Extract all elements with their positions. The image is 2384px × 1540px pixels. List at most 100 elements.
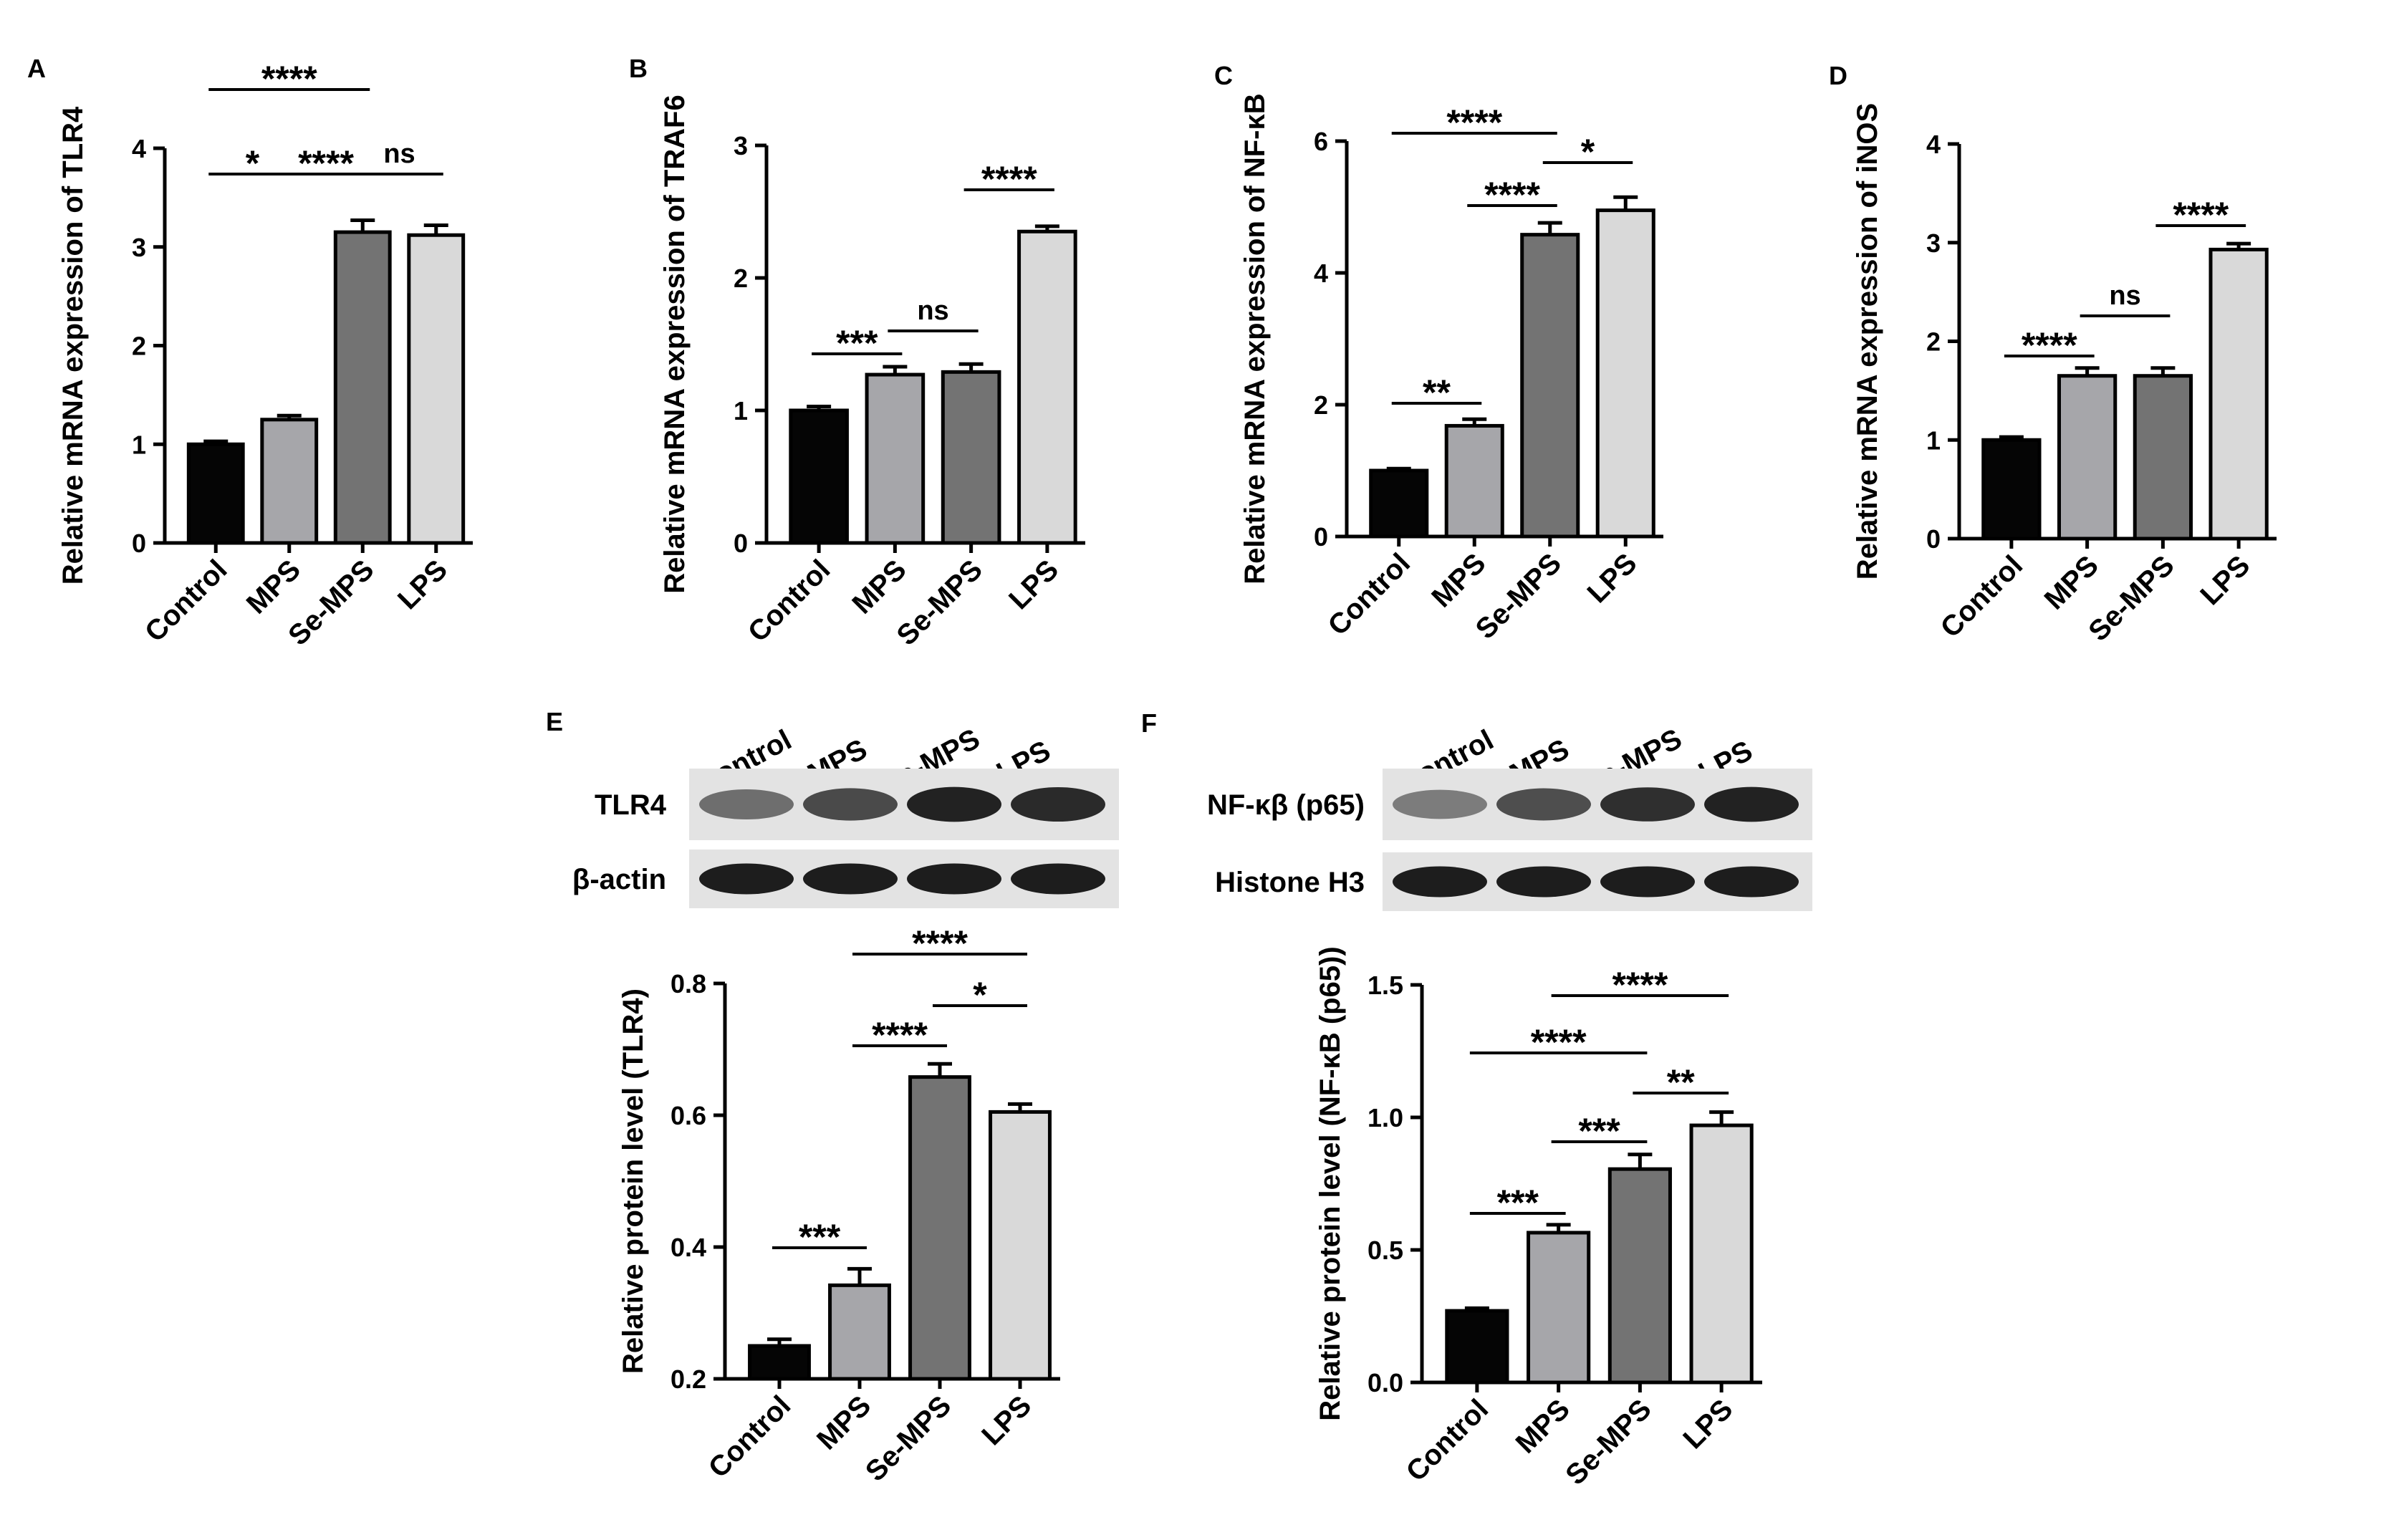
x-tick-label: Control (1400, 1393, 1495, 1488)
significance-label: **** (912, 923, 968, 963)
blot-row-label: NF-κβ (p65) (1207, 789, 1365, 821)
bar-control (1445, 1309, 1509, 1385)
x-tick-label: Control (1322, 547, 1416, 642)
x-tick-label: Control (1935, 549, 2029, 644)
y-axis-label: Relative mRNA expression of NF-κB (1239, 93, 1271, 584)
significance-label: *** (799, 1217, 841, 1257)
blot-band (1600, 787, 1695, 822)
significance-label: * (973, 975, 987, 1015)
bar-control (186, 442, 245, 545)
y-tick-label: 1 (132, 430, 146, 459)
bar-control (1981, 438, 2042, 541)
y-tick-label: 0 (1314, 522, 1328, 552)
x-tick-label: LPS (976, 1390, 1037, 1451)
significance-label: **** (298, 143, 354, 183)
bar-mps (865, 372, 926, 545)
blot-band (1011, 786, 1105, 822)
significance-label: ns (2109, 281, 2140, 311)
blot-band (1600, 866, 1695, 897)
y-axis-label: Relative mRNA expression of TLR4 (57, 106, 89, 584)
y-tick-label: 1.0 (1368, 1103, 1403, 1132)
y-axis-label: Relative protein level (TLR4) (617, 988, 649, 1374)
bar-se-mps (333, 230, 392, 545)
y-tick-label: 0.4 (670, 1233, 706, 1262)
blot-band (1704, 866, 1799, 897)
y-tick-label: 4 (1926, 130, 1941, 159)
y-tick-label: 1 (734, 396, 748, 425)
x-tick-label: MPS (241, 554, 307, 620)
significance-label: **** (981, 159, 1037, 199)
x-tick-label: LPS (1677, 1393, 1739, 1455)
bar-lps (2208, 247, 2269, 541)
significance-label: ** (1667, 1062, 1695, 1102)
bar-se-mps (2133, 374, 2193, 541)
blot-band (1496, 866, 1591, 897)
y-tick-label: 4 (132, 134, 146, 163)
bar-se-mps (908, 1075, 971, 1381)
blot-row-label: TLR4 (595, 789, 667, 821)
significance-label: **** (1484, 175, 1540, 215)
significance-label: **** (1531, 1022, 1587, 1062)
x-tick-label: MPS (1510, 1393, 1576, 1459)
bar-lps (1595, 208, 1655, 539)
x-tick-label: MPS (811, 1390, 877, 1455)
x-tick-label: LPS (1003, 554, 1064, 615)
y-tick-label: 0 (734, 529, 748, 558)
y-axis-label: Relative mRNA expression of TRAF6 (659, 95, 691, 593)
bar-control (789, 408, 849, 545)
y-tick-label: 1.5 (1368, 971, 1403, 1000)
y-tick-label: 0.6 (670, 1101, 706, 1130)
significance-label: **** (872, 1015, 928, 1055)
bar-lps (989, 1110, 1052, 1381)
panel-letter: F (1141, 708, 1157, 738)
x-tick-label: Control (742, 554, 837, 648)
y-tick-label: 0.8 (670, 969, 706, 998)
blot-band (699, 863, 794, 895)
x-tick-label: LPS (2194, 549, 2256, 611)
blot-band (907, 786, 1001, 822)
bar-mps (260, 418, 319, 545)
x-tick-label: LPS (1581, 547, 1643, 609)
panel-letter: C (1214, 61, 1233, 90)
bar-mps (1444, 423, 1504, 539)
bar-se-mps (941, 370, 1001, 545)
significance-label: *** (1578, 1111, 1620, 1151)
x-tick-label: Control (139, 554, 234, 648)
bar-lps (407, 233, 466, 545)
bar-se-mps (1520, 233, 1580, 539)
blot-band (699, 789, 794, 819)
y-tick-label: 2 (734, 264, 748, 293)
y-tick-label: 3 (132, 233, 146, 262)
bar-mps (2057, 374, 2118, 541)
significance-label: ns (917, 296, 948, 326)
y-tick-label: 3 (1926, 228, 1941, 258)
blot-band (1393, 866, 1487, 897)
bar-lps (1689, 1123, 1754, 1385)
significance-label: * (1581, 132, 1595, 172)
significance-label: *** (836, 323, 878, 363)
x-tick-label: Se-MPS (891, 554, 989, 651)
x-tick-label: Control (703, 1390, 797, 1484)
y-tick-label: 0.5 (1368, 1236, 1403, 1265)
y-tick-label: 2 (132, 332, 146, 361)
blot-band (803, 788, 898, 821)
bar-control (1369, 468, 1429, 539)
significance-label: *** (1497, 1183, 1539, 1223)
x-tick-label: Se-MPS (1559, 1393, 1657, 1491)
bar-lps (1017, 229, 1077, 545)
y-tick-label: 3 (734, 131, 748, 160)
bar-mps (828, 1283, 891, 1381)
significance-label: **** (261, 59, 317, 99)
x-tick-label: LPS (392, 554, 453, 615)
blot-band (1496, 788, 1591, 821)
x-tick-label: MPS (1426, 547, 1491, 613)
chart-panel-a: A 0 1 2 3 4 Relative mRNA expression of TLR4 Co… (27, 54, 473, 652)
y-tick-label: 6 (1314, 127, 1328, 156)
chart-panel-d: D 0 1 2 3 4 Relative mRNA expression of iNOS Co… (1829, 61, 2277, 648)
y-axis-label: Relative protein level (NF-κB (p65)) (1314, 946, 1346, 1420)
